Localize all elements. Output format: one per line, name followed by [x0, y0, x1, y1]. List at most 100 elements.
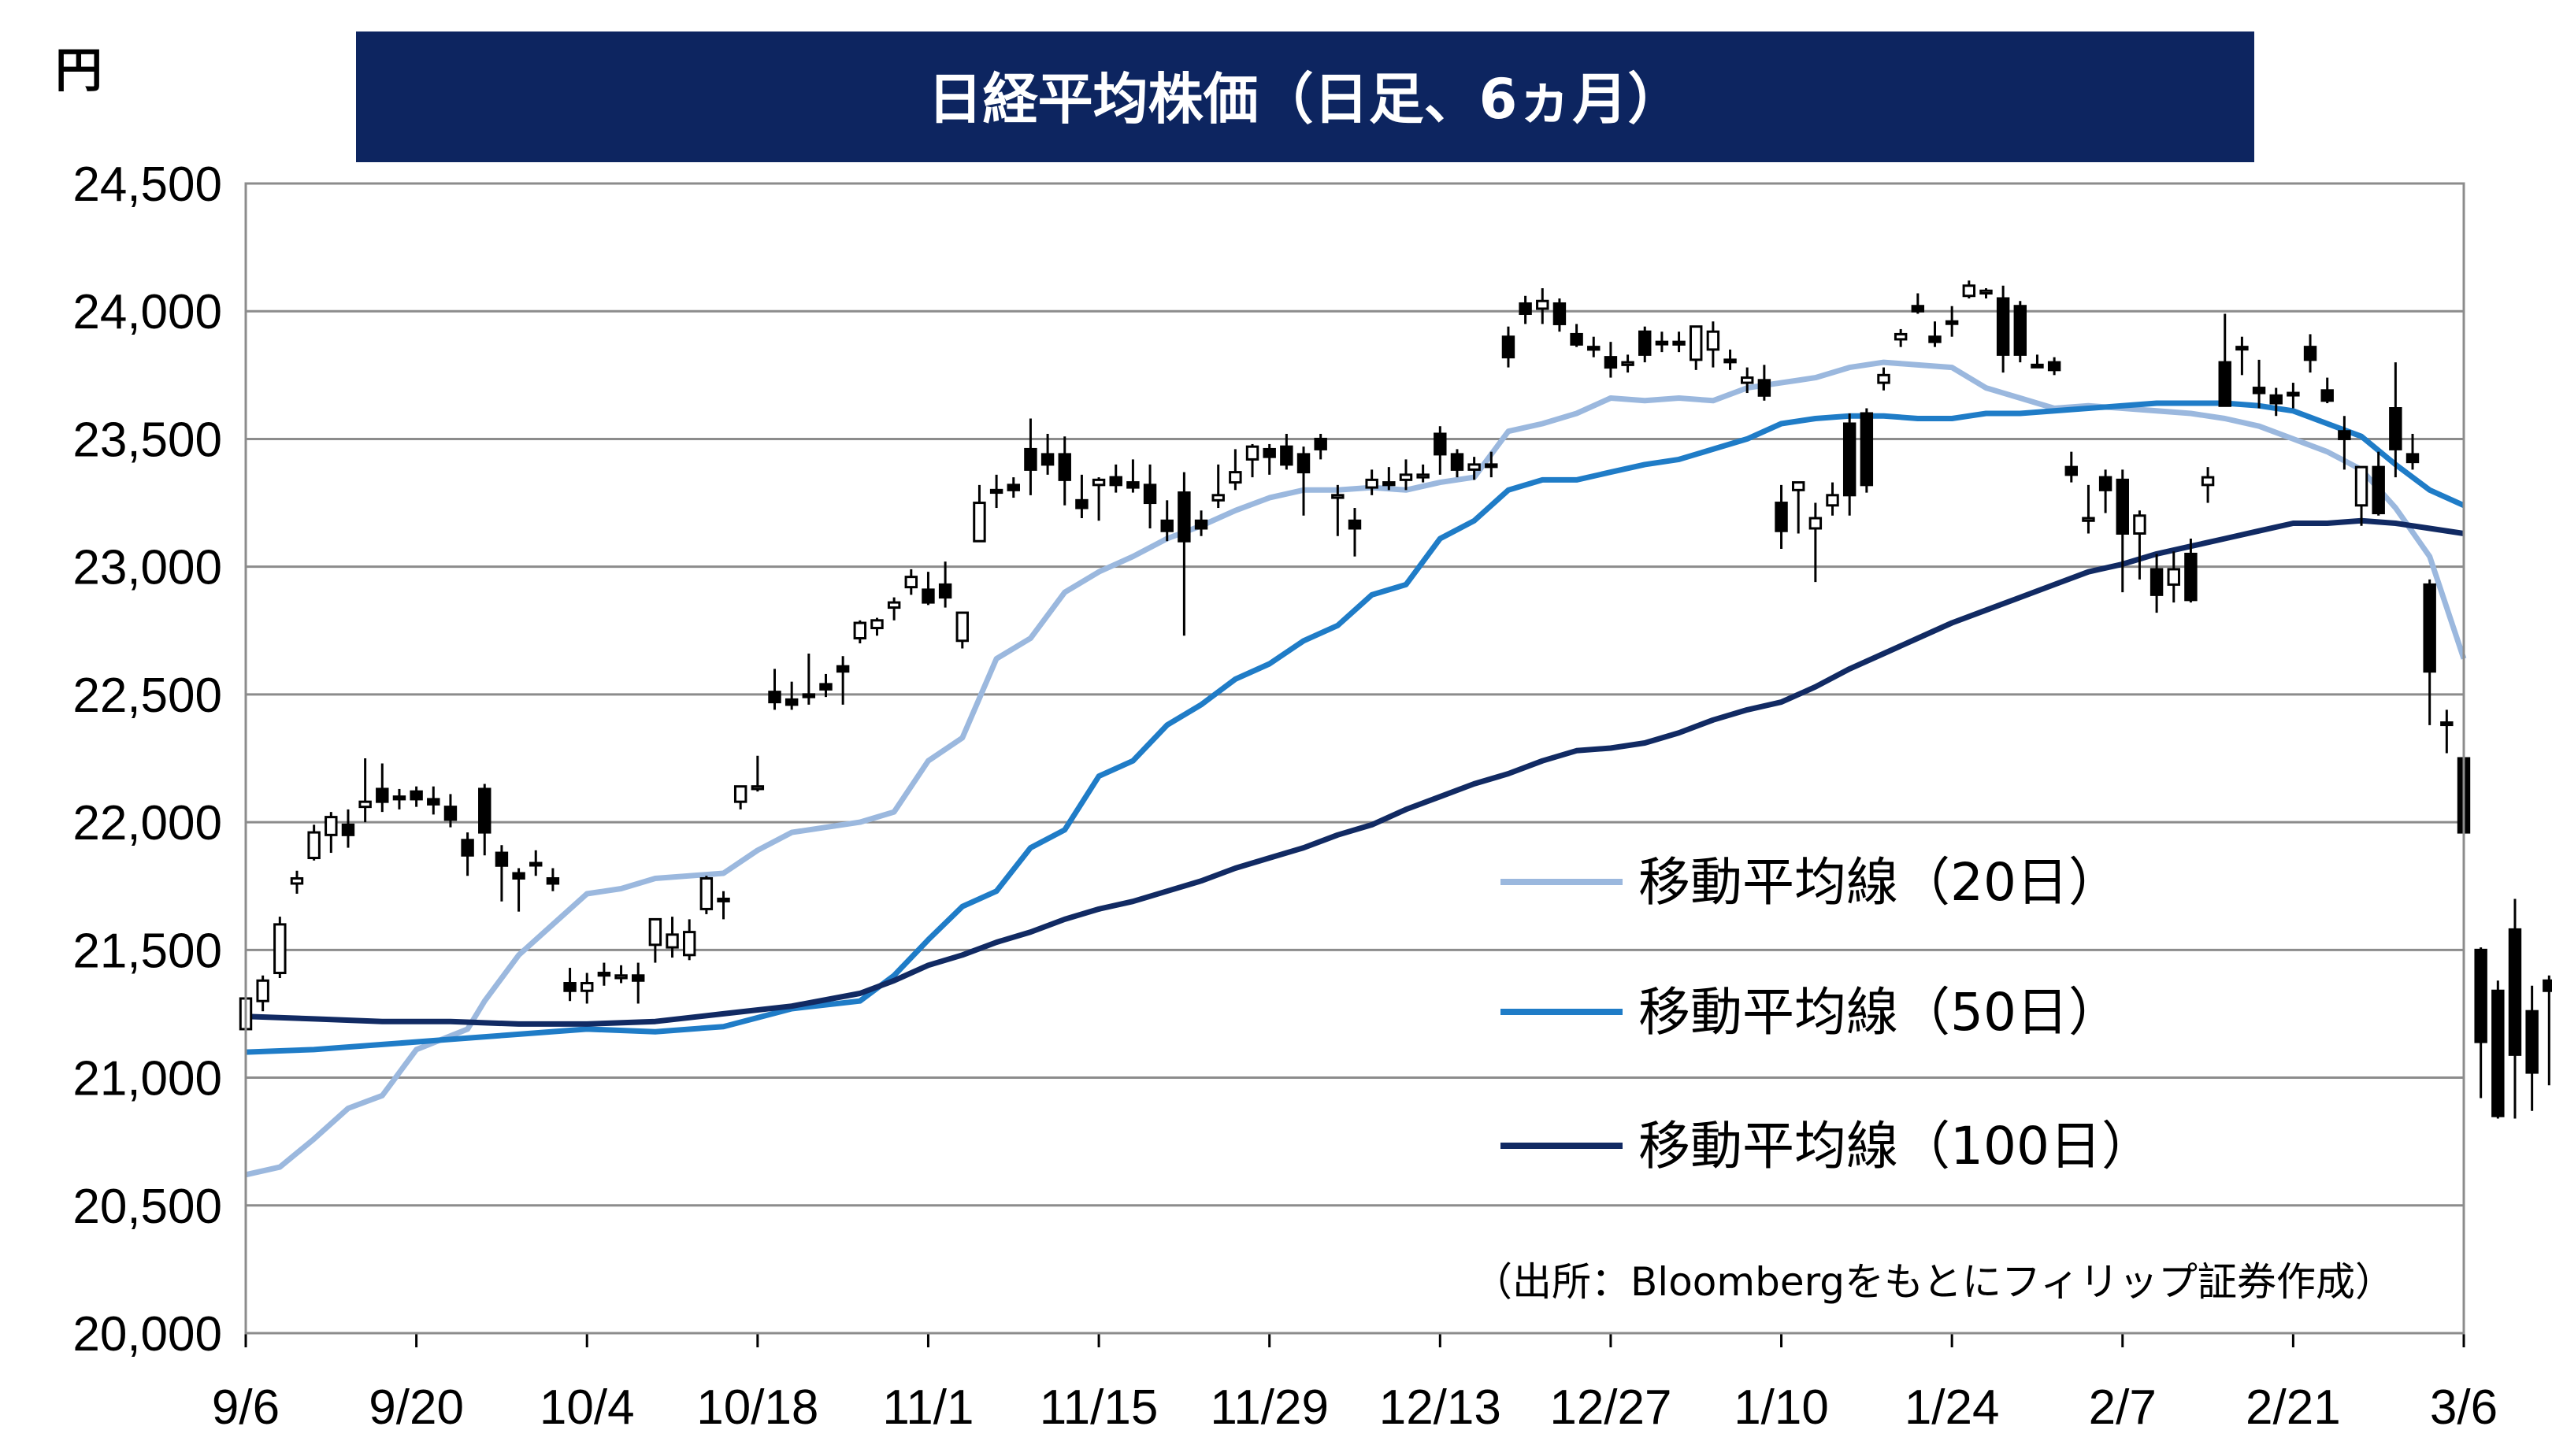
- legend: 移動平均線（20日） 移動平均線（50日） 移動平均線（100日）: [1500, 852, 2153, 1176]
- candle-body-down: [1842, 422, 1857, 497]
- candle-body-up: [1399, 473, 1413, 481]
- candle-body-down: [1911, 305, 1925, 313]
- candle-body-up: [733, 785, 747, 803]
- candle: [325, 812, 338, 854]
- candle: [1160, 500, 1174, 542]
- candle: [1638, 326, 1652, 363]
- candle-body-up: [2235, 346, 2249, 351]
- candle-body-up: [1808, 517, 1823, 530]
- candle: [1842, 413, 1857, 516]
- candle: [2013, 301, 2027, 363]
- candle: [2116, 469, 2129, 593]
- candle-body-down: [461, 839, 474, 857]
- candle: [2525, 985, 2539, 1111]
- ma-line-100: [245, 517, 2465, 1027]
- source-note: （出所：Bloombergをもとにフィリップ証券作成）: [1473, 1259, 2394, 1305]
- candle-body-up: [1229, 471, 1242, 484]
- candle-body-down: [1007, 483, 1020, 491]
- candle-body-down: [478, 787, 491, 834]
- candle: [1075, 474, 1089, 519]
- x-tick-label: 9/20: [369, 1380, 464, 1435]
- candle-body-down: [1058, 453, 1071, 481]
- candle-body-down: [597, 972, 611, 977]
- candle: [1501, 326, 1515, 368]
- ma-line-50: [245, 400, 2465, 1055]
- candle: [358, 758, 372, 823]
- candle: [1058, 436, 1071, 506]
- candle-body-down: [392, 795, 406, 801]
- x-tick-label: 1/10: [1734, 1380, 1829, 1435]
- candle: [1655, 332, 1669, 353]
- candle: [1860, 408, 1874, 493]
- candle-body-up: [1245, 445, 1259, 461]
- candle-body-up: [1092, 478, 1106, 487]
- candle: [2098, 469, 2112, 513]
- candle-body-down: [1126, 481, 1140, 489]
- candle-body-down: [1996, 297, 2010, 356]
- candle-body-down: [836, 665, 850, 673]
- candle-body-up: [2440, 721, 2454, 727]
- candle: [1706, 321, 1720, 368]
- candle-body-up: [1894, 332, 1908, 341]
- candle-body-down: [2303, 346, 2317, 361]
- candle-body-up: [682, 931, 696, 957]
- candle-body-up: [1877, 373, 1890, 384]
- candle: [597, 962, 611, 986]
- candle-body-down: [1519, 302, 1532, 315]
- candle-body-down: [2252, 387, 2266, 395]
- candle-body-up: [1416, 473, 1430, 479]
- candle-body-up: [1723, 358, 1737, 364]
- grid-layer: [246, 309, 2464, 1207]
- candle-body-down: [802, 693, 816, 698]
- candle: [1757, 365, 1771, 401]
- x-tick-label: 1/24: [1905, 1380, 2000, 1435]
- x-tick-label: 9/6: [212, 1380, 280, 1435]
- candle-body-up: [2031, 363, 2044, 369]
- candle-body-down: [546, 876, 560, 885]
- candle: [973, 484, 986, 543]
- candle-body-up: [1621, 361, 1634, 366]
- candle: [256, 975, 269, 1012]
- candle: [785, 681, 799, 710]
- candle: [529, 850, 543, 876]
- candle: [819, 673, 833, 698]
- candle: [1911, 293, 1925, 314]
- candle: [1314, 433, 1327, 460]
- candle: [2303, 334, 2317, 373]
- candle-body-down: [410, 790, 423, 801]
- candle-body-down: [1178, 491, 1191, 543]
- candle: [1570, 324, 1583, 347]
- candle-body-up: [358, 800, 372, 809]
- candle-body-up: [1331, 494, 1345, 499]
- candle-body-down: [2184, 552, 2198, 602]
- candle-body-down: [2525, 1010, 2539, 1074]
- candle: [751, 755, 765, 792]
- candle-body-down: [1860, 412, 1874, 487]
- candle: [546, 868, 560, 891]
- candle: [2354, 465, 2368, 526]
- candle: [1826, 482, 1839, 516]
- candle-body-down: [1194, 519, 1208, 530]
- candle-body-up: [955, 611, 969, 643]
- candle-body-up: [887, 601, 901, 609]
- candle-body-down: [1263, 447, 1276, 458]
- candle: [768, 669, 781, 710]
- candle-body-down: [785, 698, 799, 706]
- candle: [1434, 426, 1447, 475]
- y-tick-label: 22,000: [72, 796, 222, 850]
- candle: [2184, 538, 2198, 603]
- candle-body-down: [632, 974, 645, 982]
- candle-body-down: [1450, 453, 1464, 471]
- candle-body-down: [2405, 453, 2420, 464]
- candle-body-up: [1962, 284, 1976, 298]
- legend-label-ma50: 移動平均線（50日）: [1638, 982, 2120, 1043]
- candle: [1467, 457, 1481, 480]
- x-tick-label: 2/21: [2246, 1380, 2341, 1435]
- candle: [1296, 446, 1311, 516]
- x-tick-label: 11/29: [1210, 1380, 1329, 1435]
- candle-body-up: [699, 876, 714, 910]
- candle: [2474, 947, 2487, 1098]
- candle: [1245, 443, 1259, 478]
- candle-body-down: [1928, 335, 1942, 343]
